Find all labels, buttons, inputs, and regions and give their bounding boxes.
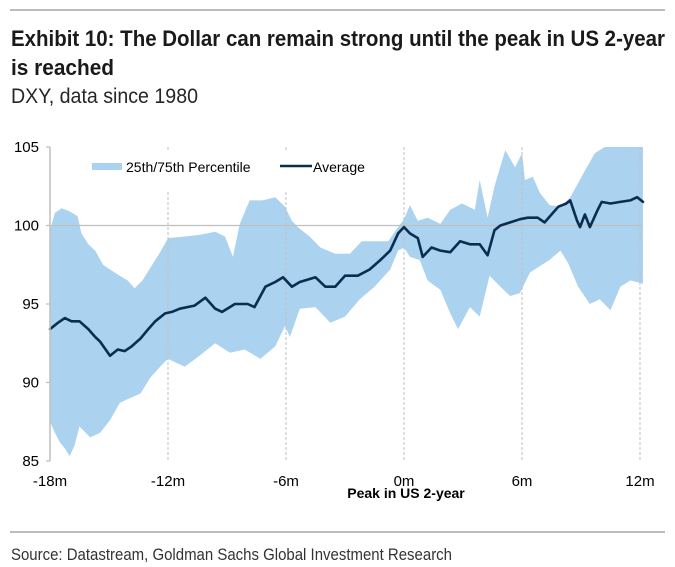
axes: 85 90 95 100 105 -18m -12m -6m 0m 6m 12m — [14, 139, 655, 490]
y-tick-label: 105 — [14, 139, 39, 156]
legend-background — [85, 150, 375, 190]
legend: 25th/75th Percentile Average — [85, 150, 375, 190]
chart-title-line-2: is reached — [11, 55, 114, 80]
legend-label-average: Average — [313, 159, 365, 175]
x-tick-label: 12m — [625, 473, 654, 490]
x-tick-label: 6m — [512, 473, 533, 490]
chart-subtitle: DXY, data since 1980 — [11, 85, 198, 108]
x-axis-title: Peak in US 2-year — [347, 485, 465, 501]
source-note: Source: Datastream, Goldman Sachs Global… — [11, 545, 452, 564]
legend-label-percentile: 25th/75th Percentile — [126, 159, 251, 175]
band-layer — [50, 147, 643, 457]
x-tick-label: -18m — [33, 473, 67, 490]
line-layer — [48, 195, 645, 358]
chart-title-line-1: Exhibit 10: The Dollar can remain strong… — [11, 26, 665, 51]
y-tick-label: 100 — [14, 218, 39, 235]
legend-band-swatch — [92, 163, 122, 170]
percentile-band — [50, 147, 643, 457]
average-line — [48, 195, 645, 358]
x-tick-label: -12m — [151, 473, 185, 490]
x-tick-label: -6m — [273, 473, 299, 490]
y-tick-label: 85 — [22, 453, 39, 470]
y-tick-label: 90 — [22, 375, 39, 392]
y-tick-label: 95 — [22, 296, 39, 313]
x-tick-label: 0m — [394, 473, 415, 490]
